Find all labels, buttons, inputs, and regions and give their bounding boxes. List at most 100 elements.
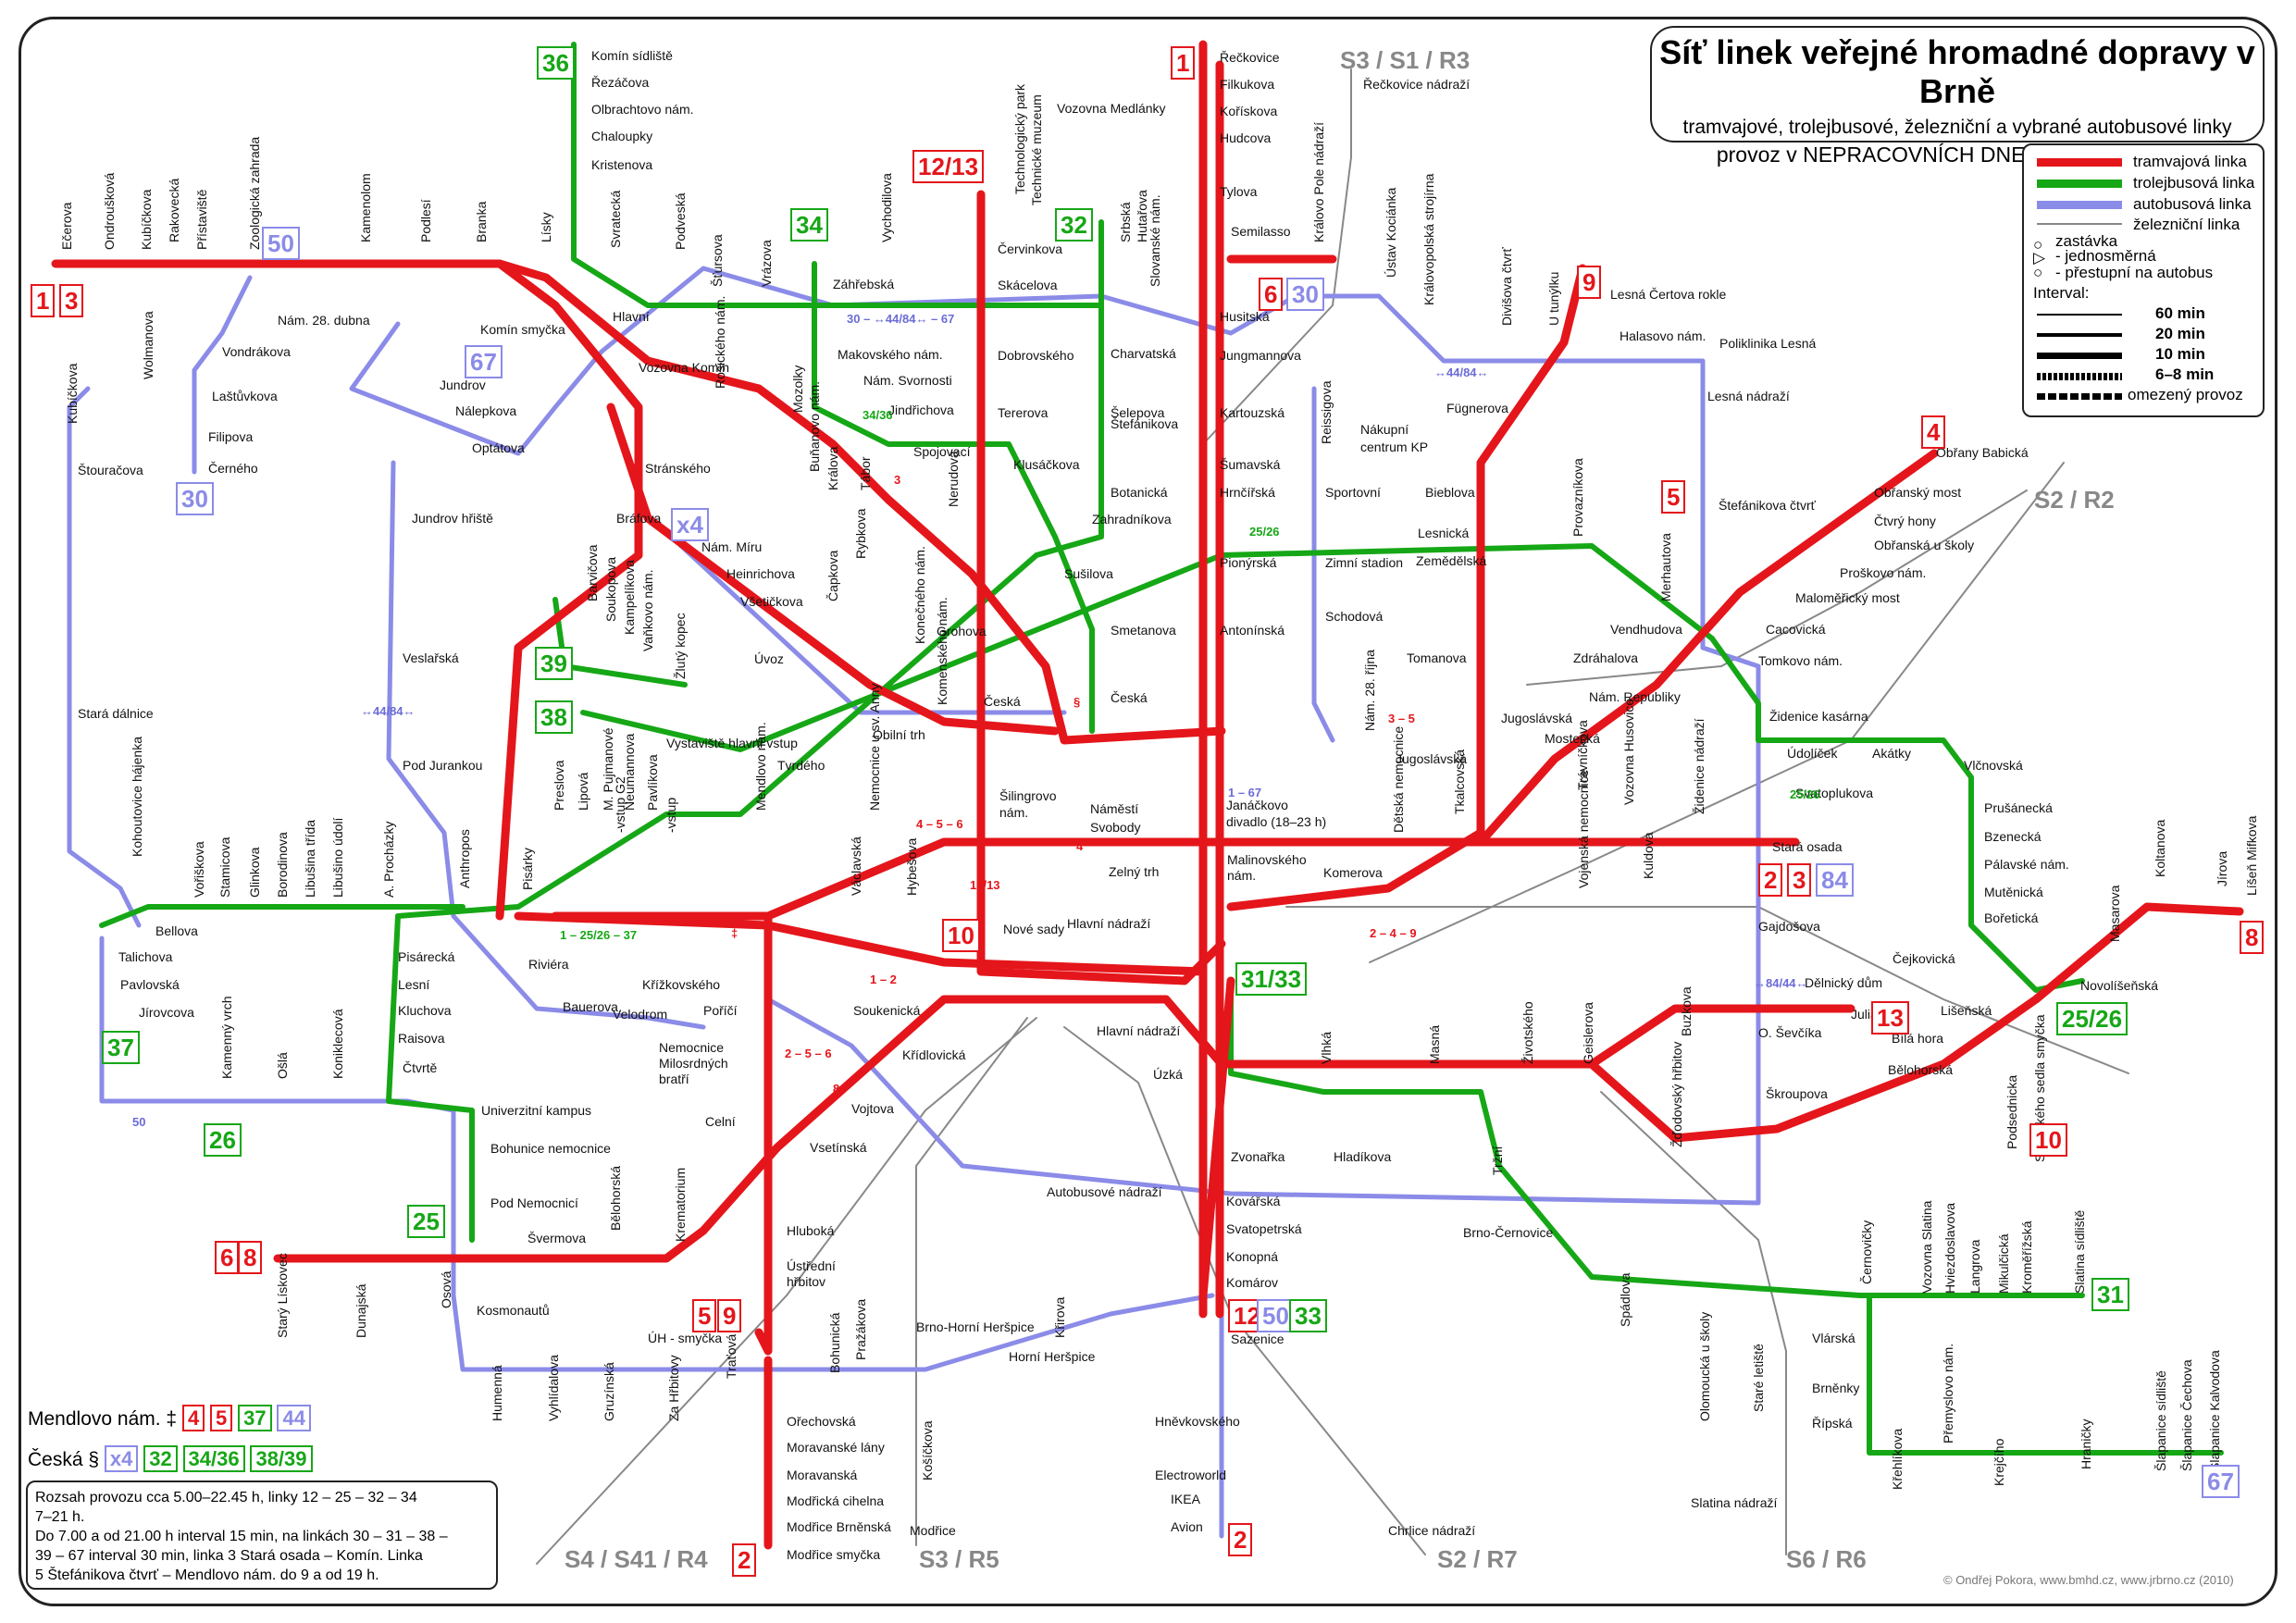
legend-transfer-label: - přestupní na autobus — [2055, 264, 2214, 281]
stop-label: Tvrdého — [777, 758, 825, 773]
stop-label: Komín sídliště — [591, 48, 673, 63]
stop-label-vertical: Barvičova — [585, 544, 600, 601]
stop-label: Ústřední — [787, 1258, 836, 1273]
stop-label-vertical: Vozovna Slatina — [1919, 1200, 1934, 1294]
stop-label: Zahradníkova — [1092, 512, 1172, 527]
rail-line-label: S3 / S1 / R3 — [1340, 46, 1471, 74]
stop-label-vertical: Masná — [1427, 1024, 1442, 1064]
stop-label-vertical: Glinkova — [247, 847, 262, 898]
stop-label: Novolíšeňská — [2080, 978, 2159, 993]
stop-label: Nám. Svornosti — [863, 373, 952, 388]
stop-label: Pavlovská — [120, 977, 180, 992]
line-badge-6: 6 — [1259, 278, 1284, 311]
line-badge-32: 32 — [1055, 208, 1093, 242]
stop-label-vertical: Vaňkovo nám. — [640, 569, 655, 651]
stop-label-vertical: Šlapanice Čechova — [2179, 1359, 2194, 1471]
stop-label-vertical: Čapkova — [825, 550, 840, 601]
segment-label: 1 – 25/26 – 37 — [560, 928, 638, 942]
stop-label-vertical: Kamenný vrch — [219, 996, 234, 1079]
line-badge-50: 50 — [1257, 1299, 1295, 1332]
rail-line-label: S2 / R2 — [2034, 486, 2115, 514]
stop-label-vertical: Nám. 28. října — [1362, 650, 1377, 731]
mendlovo-transfer: Mendlovo nám. ‡ 4 5 37 44 — [28, 1405, 311, 1431]
stop-label: Vojtova — [851, 1101, 894, 1116]
stop-label: Pod Jurankou — [403, 758, 483, 773]
stop-label: Brněnky — [1812, 1381, 1860, 1395]
stop-label-vertical: Bělohorská — [608, 1165, 623, 1231]
stop-label: Malinovského — [1227, 852, 1307, 867]
stop-label: Halasovo nám. — [1620, 328, 1706, 343]
stop-label: Proškovo nám. — [1840, 565, 1927, 580]
stop-label: Lesná nádraží — [1707, 389, 1790, 403]
stop-label-vertical: Mikulčická — [1996, 1233, 2011, 1294]
stop-label: Kartouzská — [1220, 405, 1285, 420]
stop-label-vertical: Libušino údolí — [330, 817, 345, 898]
tram-line-9 — [754, 911, 773, 1356]
stop-label: Zelný trh — [1109, 864, 1160, 879]
stop-label: Stránského — [645, 461, 711, 476]
stop-label: Chrlice nádraží — [1388, 1523, 1476, 1538]
stop-label: Bellova — [155, 923, 198, 938]
line-badge-37: 37 — [102, 1031, 140, 1064]
stop-label: Lesnická — [1418, 526, 1470, 540]
copyright: © Ondřej Pokora, www.bmhd.cz, www.jrbrno… — [1943, 1573, 2234, 1587]
stop-label: Mostecká — [1545, 731, 1600, 746]
line-badge-25: 25 — [407, 1205, 445, 1238]
bus-line-1 — [67, 386, 142, 928]
stop-label: Obřany Babická — [1936, 445, 2029, 460]
stop-label-vertical: Žlutý kopec — [673, 613, 688, 679]
stop-label: Nálepkova — [455, 403, 517, 418]
stop-label: Optátova — [472, 440, 525, 455]
line-badge-31: 31 — [2091, 1278, 2129, 1311]
stop-label: Brno-Černovice — [1463, 1225, 1554, 1240]
stop-label: Laštůvkova — [212, 389, 278, 403]
stop-label-vertical: Jírova — [2215, 850, 2229, 886]
rail-line-label: S6 / R6 — [1786, 1545, 1867, 1573]
stop-label-vertical: Srbská — [1118, 202, 1133, 242]
stop-label: Janáčkovo — [1226, 798, 1288, 812]
segment-label: 1 – 67 — [1228, 786, 1262, 799]
stop-label: Bořetická — [1984, 911, 2039, 925]
stop-label: Gajdošova — [1758, 919, 1820, 934]
stop-label-vertical: Lísky — [539, 212, 553, 242]
stop-label: Vozovna Komín — [639, 360, 730, 375]
railway-line-0 — [1202, 68, 1352, 445]
stop-label: Hněvkovského — [1155, 1414, 1240, 1429]
legend-68-label: 6–8 min — [2155, 365, 2215, 383]
stop-label: Obilní trh — [873, 727, 925, 742]
line-badge-8: 8 — [2240, 921, 2265, 954]
stop-label: Sportovní — [1325, 485, 1381, 500]
line-badge-33: 33 — [1289, 1299, 1327, 1332]
stop-label: Vendhudova — [1610, 622, 1682, 637]
stop-label: Zimní stadion — [1325, 555, 1404, 570]
stop-label: Stará dálnice — [78, 706, 154, 721]
stop-label: Zvonařka — [1231, 1149, 1285, 1164]
line-badge-3: 3 — [59, 284, 84, 317]
stop-label: Obřanský most — [1874, 485, 1962, 500]
bus-line-7 — [1311, 386, 1335, 743]
stop-label-vertical: Buzkova — [1679, 986, 1694, 1036]
segment-label: ↔44/84↔ — [1434, 365, 1489, 379]
stop-label: Tylova — [1220, 184, 1258, 199]
ceska-badge-34-36: 34/36 — [182, 1445, 245, 1472]
stop-label-vertical: Dětská nemocnice — [1391, 725, 1406, 833]
bus-line-2 — [99, 935, 1215, 1372]
segment-label: 2 – 5 – 6 — [785, 1047, 832, 1060]
stop-label: Šilingrovo — [999, 788, 1057, 803]
stop-label: Univerzitní kampus — [481, 1103, 592, 1118]
segment-label: 3 — [894, 473, 901, 487]
legend-tram-label: tramvajová linka — [2133, 153, 2247, 170]
stop-label: IKEA — [1171, 1492, 1200, 1506]
stop-label-vertical: Traťová — [724, 1333, 738, 1379]
legend-limited-label: omezený provoz — [2128, 386, 2243, 403]
stop-label-vertical: Koltanova — [2153, 819, 2167, 877]
stop-label-vertical: Vořiškova — [192, 841, 206, 898]
tram-line-6 — [1226, 264, 1587, 911]
stop-label-vertical: Podveská — [673, 192, 688, 250]
stop-label-vertical: Libušina třída — [303, 819, 317, 898]
stop-label-vertical: Pavlíkova — [645, 754, 660, 811]
line-badge-6: 6 — [215, 1241, 240, 1274]
trolley-line-5 — [1228, 978, 2085, 1298]
service-note-line-5: 5 Štefánikova čtvrť – Mendlovo nám. do 9… — [35, 1567, 379, 1583]
stop-label: Lesní — [398, 977, 430, 992]
